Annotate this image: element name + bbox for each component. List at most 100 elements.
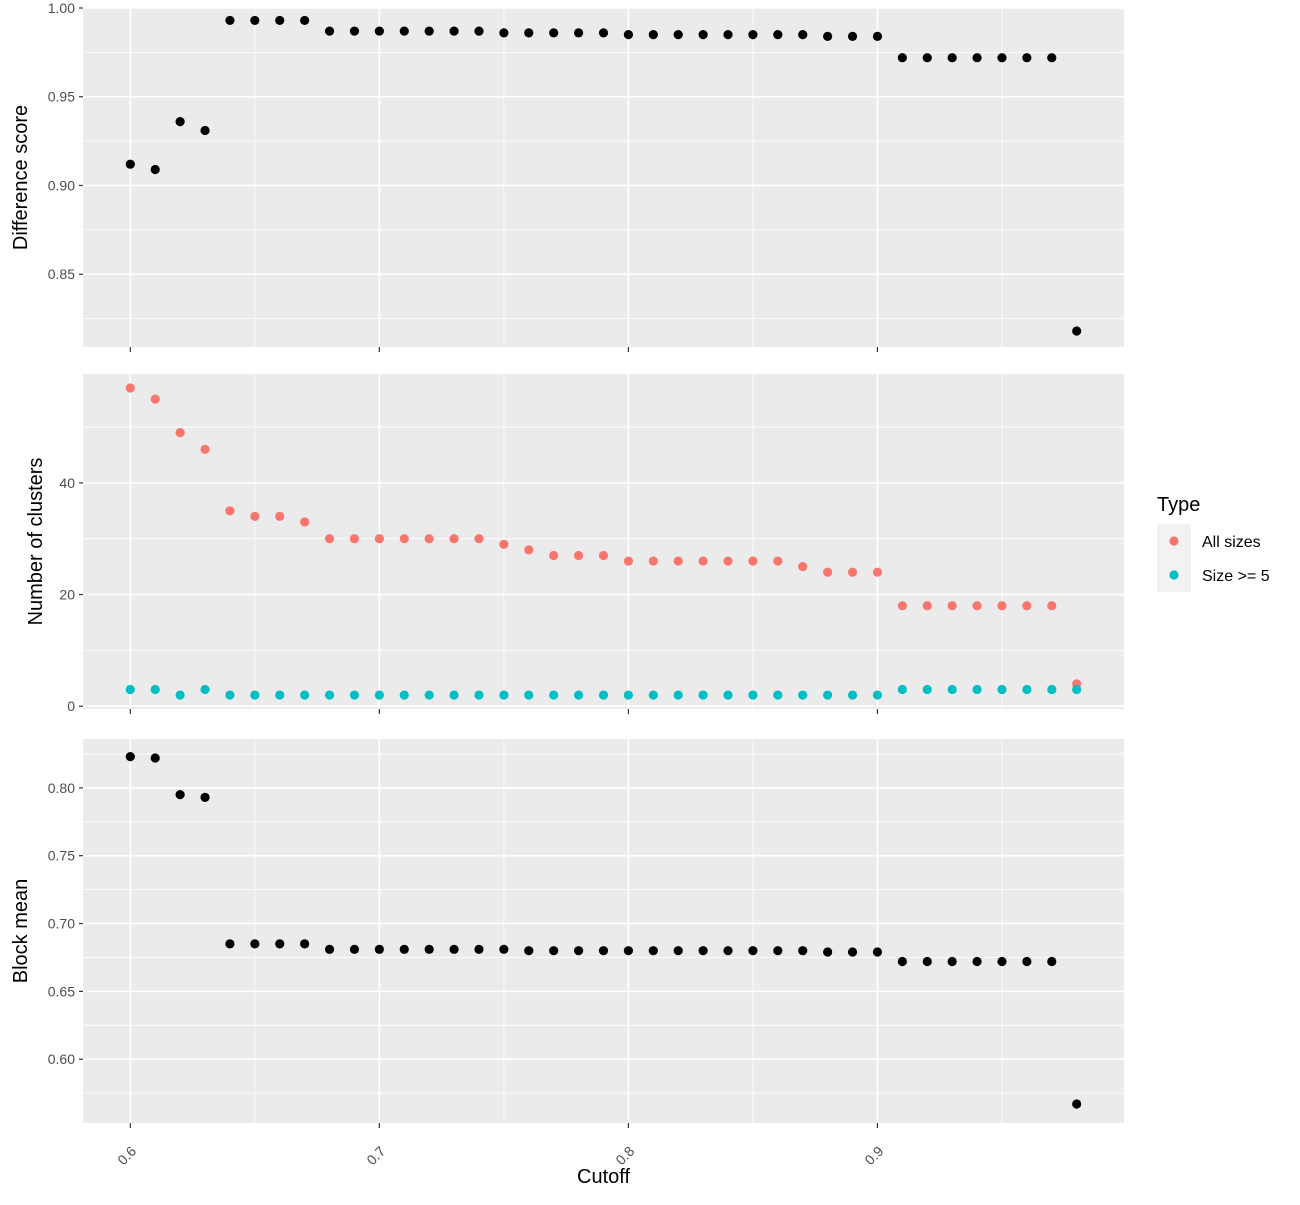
data-point [324, 534, 335, 544]
data-point [698, 30, 708, 40]
data-point [275, 690, 285, 700]
data-point [997, 956, 1007, 967]
x-axis-title: Cutoff [577, 1166, 630, 1188]
data-point [748, 556, 758, 566]
data-point [847, 947, 858, 957]
data-point [648, 946, 658, 956]
data-point [997, 53, 1007, 63]
data-point [673, 556, 683, 566]
data-point [200, 125, 210, 136]
data-point [1022, 53, 1032, 63]
data-point [723, 690, 733, 700]
data-point [947, 956, 957, 967]
data-point [225, 939, 235, 949]
data-point [399, 534, 409, 544]
data-point [598, 28, 609, 38]
data-point [499, 539, 509, 549]
data-point [349, 26, 360, 36]
y-tick-label: 0.60 [48, 1051, 75, 1067]
data-point [972, 601, 982, 611]
data-point [474, 26, 484, 36]
data-point [748, 946, 758, 956]
data-point [374, 944, 384, 954]
data-point [449, 944, 459, 954]
y-tick-label: 0.70 [48, 916, 75, 932]
data-point [474, 690, 484, 700]
data-point [150, 164, 160, 175]
data-point [200, 684, 210, 695]
data-point [374, 534, 384, 544]
data-point [549, 690, 559, 700]
data-point [947, 684, 957, 695]
y-tick-label: 1.00 [48, 0, 75, 16]
legend-key-1 [1169, 536, 1179, 546]
y-tick-label: 0.90 [48, 177, 75, 193]
data-point [673, 946, 683, 956]
data-point [922, 601, 932, 611]
data-point [847, 690, 858, 700]
data-point [922, 684, 932, 695]
x-tick-label: 0.6 [114, 1143, 139, 1168]
data-point [449, 26, 459, 36]
data-point [748, 30, 758, 40]
data-point [897, 601, 907, 611]
data-point [225, 506, 235, 516]
data-point [723, 946, 733, 956]
y-tick-label: 40 [59, 475, 75, 491]
data-point [125, 752, 135, 762]
data-point [823, 31, 833, 41]
data-point [1072, 1099, 1082, 1109]
data-point [723, 30, 733, 40]
data-point [623, 690, 634, 700]
y-axis-title: Number of clusters [25, 458, 47, 626]
data-point [748, 690, 758, 700]
data-point [648, 690, 658, 700]
data-point [798, 690, 808, 700]
data-point [524, 690, 534, 700]
y-axis-title: Block mean [10, 879, 32, 984]
data-point [623, 946, 634, 956]
data-point [275, 939, 285, 949]
data-point [175, 428, 185, 438]
data-point [1047, 684, 1057, 695]
data-point [250, 511, 260, 521]
data-point [1047, 956, 1057, 967]
data-point [673, 30, 683, 40]
data-point [1022, 684, 1032, 695]
data-point [972, 53, 982, 63]
panel-1: 0.85 0.90 0.95 1.00 Difference score [10, 0, 1124, 352]
data-point [300, 690, 310, 700]
panel-background [83, 8, 1124, 347]
data-point [573, 946, 584, 956]
data-point [300, 517, 310, 527]
data-point [374, 690, 384, 700]
data-point [200, 792, 210, 802]
panel-3: 0.60 0.65 0.70 0.75 0.80 Block mean [10, 739, 1124, 1128]
data-point [499, 28, 509, 38]
legend-label: All sizes [1202, 534, 1261, 551]
x-tick-label: 0.9 [861, 1143, 886, 1168]
y-axis-title: Difference score [10, 105, 32, 250]
data-point [972, 956, 982, 967]
data-point [598, 946, 609, 956]
data-point [872, 31, 883, 41]
data-point [1022, 956, 1032, 967]
data-point [549, 550, 559, 561]
data-point [549, 946, 559, 956]
data-point [598, 690, 609, 700]
data-point [972, 684, 982, 695]
panel-2: 0 20 40 Number of clusters [25, 374, 1124, 714]
data-point [1047, 601, 1057, 611]
data-point [798, 562, 808, 572]
data-point [573, 690, 584, 700]
data-point [300, 15, 310, 26]
data-point [150, 394, 160, 404]
data-point [847, 567, 858, 577]
x-tick-label: 0.8 [612, 1143, 637, 1168]
data-point [648, 556, 658, 566]
data-point [449, 690, 459, 700]
data-point [225, 690, 235, 700]
data-point [399, 690, 409, 700]
data-point [623, 556, 634, 566]
